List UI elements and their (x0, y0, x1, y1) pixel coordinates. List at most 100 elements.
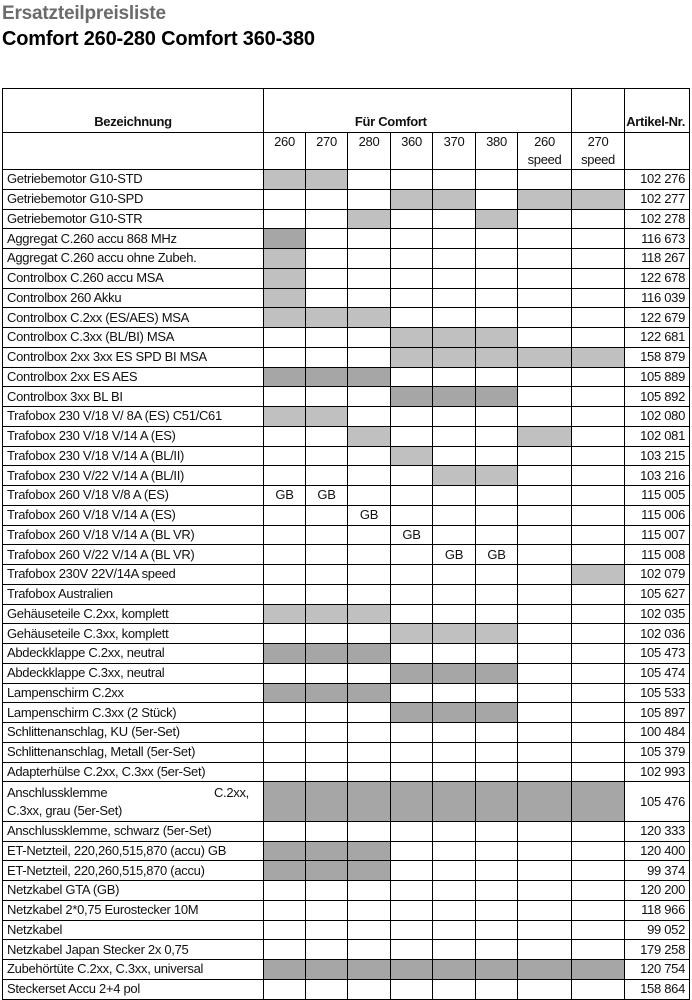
model-cell-270 (305, 287, 348, 309)
model-cell-260 (263, 267, 306, 289)
model-cell-260-speed (517, 524, 573, 546)
model-cell-380 (474, 919, 519, 941)
model-cell-260 (263, 169, 306, 190)
model-cell-280 (347, 919, 391, 941)
model-cell-360 (390, 978, 433, 1000)
part-name: Trafobox 260 V/18 V/8 A (ES) (2, 485, 264, 506)
model-cell-260-speed (517, 722, 573, 743)
article-number: 120 754 (624, 959, 691, 980)
model-cell-260 (263, 643, 306, 664)
model-cell-380 (474, 287, 519, 309)
model-cell-270 (305, 722, 348, 743)
part-name: Gehäuseteile C.3xx, komplett (2, 623, 264, 644)
model-cell-360 (390, 840, 433, 862)
model-cell-260-speed (517, 169, 573, 190)
model-cell-270 (305, 504, 348, 526)
model-cell-280 (347, 208, 391, 230)
model-cell-360 (390, 445, 433, 467)
part-name: Trafobox 230 V/18 V/ 8A (ES) C51/C61 (2, 406, 264, 427)
model-cell-280 (347, 761, 391, 783)
model-cell-380 (474, 939, 519, 960)
model-cell-270 (305, 643, 348, 664)
model-cell-280 (347, 346, 391, 368)
article-number: 103 216 (624, 465, 691, 486)
part-name: Adapterhülse C.2xx, C.3xx (5er-Set) (2, 761, 264, 783)
part-name: Lampenschirm C.2xx (2, 682, 264, 704)
table-row: Controlbox C.3xx (BL/BI) MSA 122 681 (2, 327, 691, 348)
model-cell-260 (263, 366, 306, 388)
part-name: Controlbox 260 Akku (2, 287, 264, 309)
model-cell-280 (347, 583, 391, 605)
table-row: Lampenschirm C.3xx (2 Stück) 105 897 (2, 702, 691, 723)
article-number: 105 892 (624, 386, 691, 407)
part-name: Gehäuseteile C.2xx, komplett (2, 603, 264, 625)
model-cell-360 (390, 702, 433, 723)
model-cell-270 (305, 386, 348, 407)
model-cell-280 (347, 722, 391, 743)
model-cell-280 (347, 939, 391, 960)
model-cell-270 (305, 583, 348, 605)
model-cell-270 (305, 544, 348, 565)
model-cell-260-speed (517, 307, 573, 328)
article-number: 102 081 (624, 425, 691, 447)
model-cell-260 (263, 662, 306, 684)
part-name: Anschlussklemme, schwarz (5er-Set) (2, 820, 264, 842)
model-cell-280 (347, 820, 391, 842)
table-row: Controlbox 260 Akku 116 039 (2, 287, 691, 309)
part-name: Trafobox 260 V/22 V/14 A (BL VR) (2, 544, 264, 565)
model-cell-270-speed (571, 722, 626, 743)
model-cell-260 (263, 682, 306, 704)
model-cell-270 (305, 741, 348, 763)
model-cell-280 (347, 465, 391, 486)
model-cell-260 (263, 583, 306, 605)
model-cell-270 (305, 880, 348, 901)
model-cell-260-speed (517, 465, 573, 486)
article-number: 122 678 (624, 267, 691, 289)
article-number: 116 673 (624, 228, 691, 249)
table-row: Controlbox 3xx BL BI 105 892 (2, 386, 691, 407)
model-cell-280 (347, 603, 391, 625)
table-row: Abdeckklappe C.2xx, neutral 105 473 (2, 643, 691, 664)
table-row: Lampenschirm C.2xx 105 533 (2, 682, 691, 704)
model-cell-370 (432, 524, 476, 546)
table-row: Aggregat C.260 accu 868 MHz 116 673 (2, 228, 691, 249)
article-number: 102 993 (624, 761, 691, 783)
model-cell-260 (263, 820, 306, 842)
model-cell-360 (390, 228, 433, 249)
document-title: Ersatzteilpreisliste (2, 3, 166, 24)
model-cell-270-speed (571, 188, 626, 210)
table-row: Gehäuseteile C.2xx, komplett 102 035 (2, 603, 691, 625)
table-row: Controlbox C.260 accu MSA 122 678 (2, 267, 691, 289)
model-cell-260 (263, 978, 306, 1000)
model-cell-360 (390, 662, 433, 684)
model-cell-260-speed (517, 643, 573, 664)
table-row: Schlittenanschlag, Metall (5er-Set) 105 3… (2, 741, 691, 763)
model-cell-280 (347, 959, 391, 980)
table-row: Netzkabel 99 052 (2, 919, 691, 941)
part-name: Controlbox C.260 accu MSA (2, 267, 264, 289)
model-cell-370 (432, 603, 476, 625)
model-cell-270-speed (571, 603, 626, 625)
model-cell-380 (474, 248, 519, 269)
model-cell-360 (390, 860, 433, 881)
model-cell-280 (347, 978, 391, 1000)
model-cell-270-speed (571, 465, 626, 486)
model-cell-270 (305, 564, 348, 585)
model-cell-370 (432, 485, 476, 506)
model-cell-380 (474, 327, 519, 348)
model-cell-380: GB (474, 544, 519, 565)
part-name: Netzkabel Japan Stecker 2x 0,75 (2, 939, 264, 960)
model-cell-280 (347, 169, 391, 190)
model-cell-260: GB (263, 485, 306, 506)
model-cell-270-speed (571, 761, 626, 783)
model-cell-380 (474, 860, 519, 881)
part-name: Netzkabel 2*0,75 Eurostecker 10M (2, 899, 264, 921)
model-cell-260-speed (517, 208, 573, 230)
model-cell-260 (263, 722, 306, 743)
model-cell-370 (432, 741, 476, 763)
model-cell-270 (305, 899, 348, 921)
model-cell-360 (390, 880, 433, 901)
model-cell-280 (347, 188, 391, 210)
model-header-280: 280 (347, 132, 391, 170)
model-cell-360 (390, 820, 433, 842)
